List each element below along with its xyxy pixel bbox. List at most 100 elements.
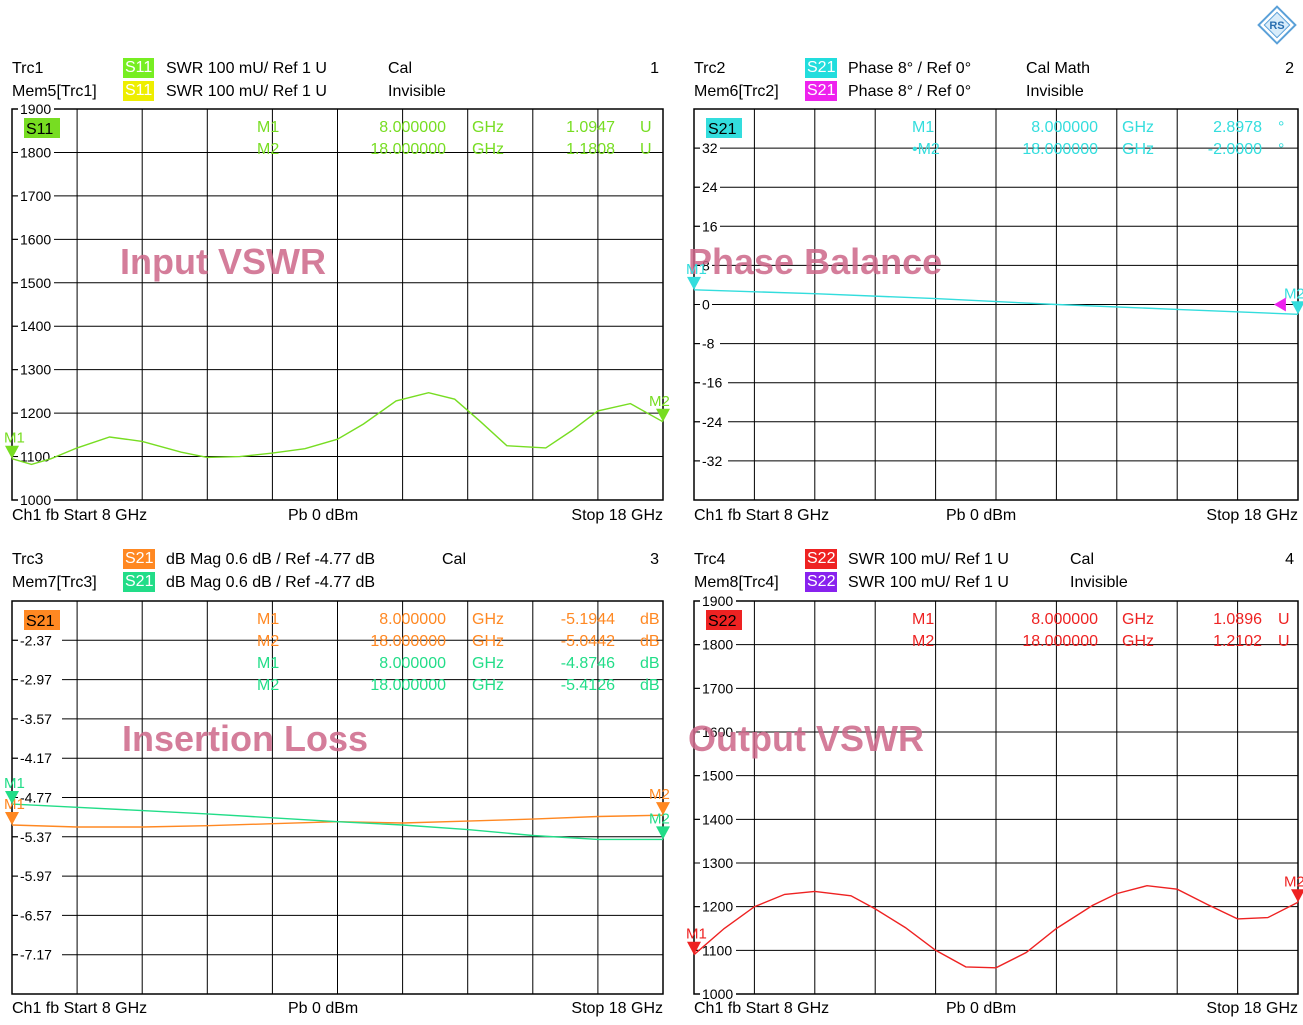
marker-label: M1 [4,796,25,813]
y-tick-label: 1600 [20,231,51,247]
trace-badge[interactable]: S21 [805,58,838,78]
trace-badge[interactable]: S21 [123,549,156,569]
y-tick-label-bg [700,942,736,958]
trace-status: Invisible [388,83,446,100]
y-tick-label: -16 [702,375,722,391]
y-tick-label: 1200 [702,899,733,915]
stop-frequency[interactable]: Stop 18 GHz [1206,507,1298,524]
power-info[interactable]: Pb 0 dBm [288,1000,359,1017]
active-trace-badge[interactable]: S22 [708,613,737,630]
marker-table-m: M1 [912,119,934,136]
trace-name: Trc2 [694,60,726,77]
y-tick-label: -6.57 [20,907,52,923]
marker-m2-triangle[interactable] [656,826,670,840]
marker-table-y: 1.1808 [566,141,615,158]
panel-number: 2 [1285,60,1294,77]
marker-table-unit-x: GHz [472,655,504,672]
marker-table-unit-y: U [640,141,652,158]
marker-m2-triangle[interactable] [656,802,670,816]
y-tick-label: -8 [702,336,715,352]
y-tick-label-bg [700,296,712,312]
power-info[interactable]: Pb 0 dBm [288,507,359,524]
chart-title: Insertion Loss [122,718,368,759]
marker-m1-triangle[interactable] [687,276,701,290]
marker-m2-triangle[interactable] [1291,889,1303,903]
diagram-area-3[interactable]: -2.37 -2.97 -3.57 -4.17 -4.77 -5.37 -5.97 -6.57… [4,600,670,995]
marker-m1-triangle[interactable] [5,791,19,805]
diagram-area-2[interactable]: 32 24 16 8 0 -8 -16 -24 -32 Phase Balance S21 M1 M2 M… [686,108,1303,501]
trace-badge[interactable]: S11 [123,58,155,78]
trace-badge[interactable]: S22 [805,549,838,569]
active-trace-badge[interactable]: S21 [26,613,55,630]
marker-table-x: 18.000000 [370,633,446,650]
marker-table-unit-x: GHz [1122,141,1154,158]
marker-table-y: 1.2102 [1213,633,1262,650]
marker-label: M2 [1284,873,1303,890]
panel-header-4: Trc4 S22 SWR 100 mU/ Ref 1 U Cal 4 Mem8[Trc4]… [694,548,1298,594]
channel-info[interactable]: Ch1 fb Start 8 GHz [12,507,148,524]
y-tick-label-bg [700,898,736,914]
trace-badge[interactable]: S21 [805,81,838,101]
marker-m1-triangle[interactable] [5,445,19,459]
active-trace-badge[interactable]: S21 [708,121,737,138]
y-tick-label-bg [18,868,62,884]
y-tick-label-bg [18,946,62,962]
y-tick-label-bg [700,452,728,468]
channel-info[interactable]: Ch1 fb Start 8 GHz [694,1000,830,1017]
marker-m2-triangle[interactable] [1291,301,1303,315]
marker-label: M1 [4,430,25,447]
y-tick-label-bg [18,101,54,116]
trace-badge[interactable]: S11 [123,81,155,101]
marker-label: M1 [686,261,707,278]
marker-table-unit-y: ° [1278,119,1284,136]
marker-table-m: M2 [257,677,279,694]
y-tick-label-bg [700,140,720,156]
marker-label: M1 [4,775,25,792]
trace-badge[interactable]: S22 [805,572,838,592]
y-tick-label-bg [700,218,720,234]
y-tick-label-bg [700,257,712,273]
power-info[interactable]: Pb 0 dBm [946,1000,1017,1017]
marker-table-y: 1.0947 [566,119,615,136]
panel-number: 3 [650,551,659,568]
marker-m2-triangle[interactable] [656,408,670,422]
trace-name: Trc3 [12,551,44,568]
power-info[interactable]: Pb 0 dBm [946,507,1017,524]
marker-m1-triangle[interactable] [687,941,701,955]
active-trace-badge[interactable]: S11 [26,121,53,138]
marker-table-x: 8.000000 [1031,611,1098,628]
diagram-area-4[interactable]: 1900 1800 1700 1600 1500 1400 1300 1200 1100 1000… [686,593,1303,1002]
y-tick-label: 16 [702,218,718,234]
trace-params: SWR 100 mU/ Ref 1 U [166,83,327,100]
diagram-area-1[interactable]: 1900180017001600150014001300120011001000… [4,101,670,508]
marker-table-unit-x: GHz [472,611,504,628]
trace-status: Cal Math [1026,60,1091,77]
y-tick-label-bg [700,413,728,429]
marker-table-unit-y: U [1278,611,1290,628]
y-tick-label-bg [18,144,54,160]
y-tick-label-bg [700,811,736,827]
marker-table-unit-x: GHz [472,633,504,650]
y-tick-label: 1000 [20,492,51,508]
marker-table-unit-x: GHz [1122,119,1154,136]
y-tick-label: 1900 [20,101,51,117]
marker-table-m: M2 [257,141,279,158]
y-tick-label-bg [18,231,54,247]
trace-status: Invisible [1070,574,1128,591]
y-tick-label: 24 [702,179,718,195]
y-tick-label: 1300 [20,362,51,378]
channel-info[interactable]: Ch1 fb Start 8 GHz [12,1000,148,1017]
y-tick-label-bg [700,767,736,783]
channel-info[interactable]: Ch1 fb Start 8 GHz [694,507,830,524]
y-tick-label-bg [18,492,54,507]
stop-frequency[interactable]: Stop 18 GHz [1206,1000,1298,1017]
stop-frequency[interactable]: Stop 18 GHz [571,1000,663,1017]
stop-frequency[interactable]: Stop 18 GHz [571,507,663,524]
marker-m1-triangle[interactable] [5,812,19,826]
marker-label: M2 [649,810,670,827]
trace-badge[interactable]: S21 [123,572,156,592]
rohde-schwarz-logo-icon: RS [1257,5,1297,45]
marker-memory-triangle[interactable] [1273,297,1286,312]
y-tick-label: 1800 [702,637,733,653]
marker-table-unit-y: dB [640,611,660,628]
